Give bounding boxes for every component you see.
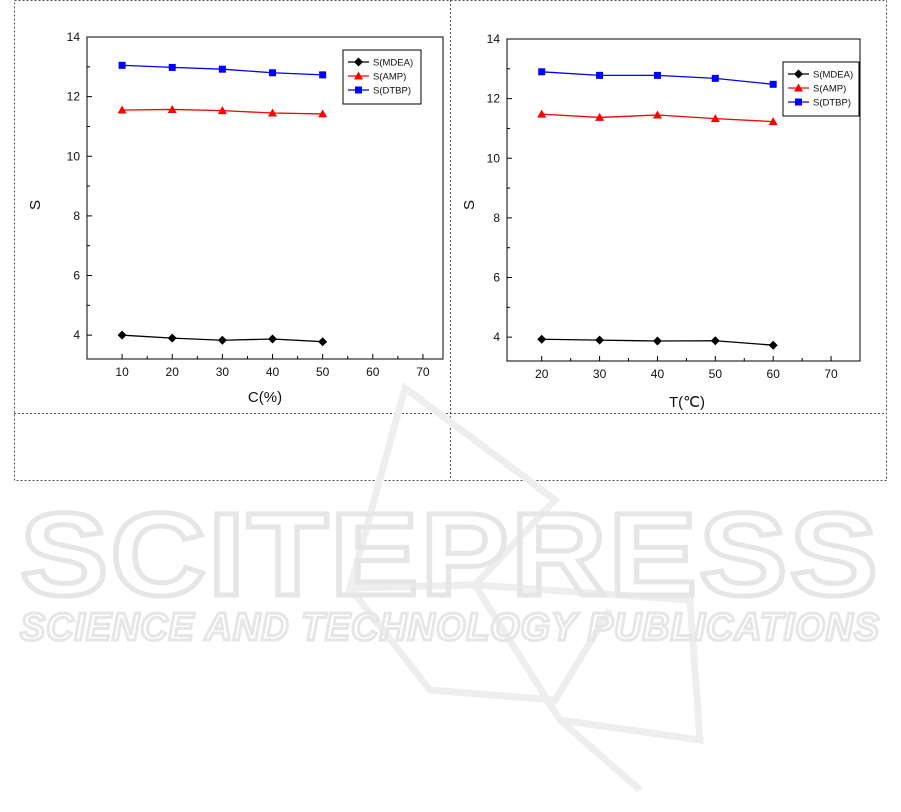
chart2-series-sdtbp-point-30	[596, 71, 604, 79]
chart1-xtick-label-10: 10	[115, 365, 129, 379]
chart1-ytick-label-6: 6	[73, 269, 80, 283]
chart1-ytick-label-10: 10	[67, 149, 81, 163]
chart1-xtick-label-50: 50	[316, 365, 330, 379]
chart2-ytick-label-8: 8	[493, 211, 500, 225]
chart1-ytick-label-12: 12	[67, 90, 81, 104]
chart2-series-smdea-point-50	[710, 336, 720, 346]
chart2-legend-samp-marker	[794, 83, 803, 92]
chart1-series-smdea-point-20	[167, 333, 177, 343]
chart1-series-smdea-point-50	[318, 337, 328, 347]
chart1-xtick-label-70: 70	[416, 365, 430, 379]
chart2-ytick-label-6: 6	[493, 271, 500, 285]
chart1-series-sdtbp-point-50	[319, 71, 327, 79]
chart2-ytick-label-4: 4	[493, 330, 500, 344]
chart1-xtick-label-60: 60	[366, 365, 380, 379]
chart2-series-samp-point-50	[710, 114, 720, 123]
chart1-series-samp-point-10	[117, 105, 127, 114]
chart2-legend-samp-label: S(AMP)	[813, 84, 846, 95]
chart2-xtick-label-70: 70	[824, 367, 838, 381]
chart2-series-smdea-point-60	[768, 340, 778, 350]
chart1-xtick-label-20: 20	[166, 365, 180, 379]
chart1-series-smdea-point-40	[268, 334, 278, 344]
chart1-legend-sdtbp-label: S(DTBP)	[373, 86, 411, 97]
chart1-ytick-label-4: 4	[73, 328, 80, 342]
chart1-legend-smdea-marker	[354, 57, 363, 67]
chart2-series-smdea-point-30	[595, 335, 605, 345]
chart1-legend-smdea-label: S(MDEA)	[373, 58, 413, 69]
chart1-series-sdtbp-point-20	[168, 63, 176, 71]
chart1-series-samp-point-50	[318, 109, 328, 118]
chart2-series-samp-point-60	[768, 117, 778, 126]
chart2-xtick-label-30: 30	[593, 367, 607, 381]
chart2-xtick-label-20: 20	[535, 367, 549, 381]
chart2-ylabel: S	[461, 200, 478, 210]
chart1-ylabel: S	[27, 200, 44, 210]
chart2-xtick-label-50: 50	[709, 367, 723, 381]
chart2-ytick-label-12: 12	[487, 92, 501, 106]
chart2-legend-sdtbp-label: S(DTBP)	[813, 98, 851, 109]
chart2-series-sdtbp-point-40	[653, 71, 661, 79]
chart1-series-samp-point-40	[268, 108, 278, 117]
chart1-xlabel: C(%)	[248, 389, 282, 406]
chart2-series-sdtbp-point-60	[769, 80, 777, 88]
chart1-xtick-label-30: 30	[216, 365, 230, 379]
chart1-xtick-label-40: 40	[266, 365, 280, 379]
chart2-legend-smdea-label: S(MDEA)	[813, 70, 853, 81]
chart2-series-smdea-point-20	[537, 334, 547, 344]
chart1-series-sdtbp-point-10	[118, 61, 126, 69]
chart1-series-smdea-point-30	[217, 335, 227, 345]
chart2-xtick-label-40: 40	[651, 367, 665, 381]
chart2-xlabel: T(℃)	[669, 394, 705, 411]
chart2-xtick-label-60: 60	[767, 367, 781, 381]
chart2-series-samp-point-30	[595, 112, 605, 121]
chart2-plot-frame	[506, 38, 861, 362]
chart1-legend-sdtbp-marker	[355, 86, 362, 94]
chart1-legend-samp-marker	[354, 71, 363, 80]
chart1-series-sdtbp-point-40	[269, 69, 277, 77]
chart2-series-sdtbp-point-20	[538, 68, 546, 76]
chart1-series-sdtbp-point-30	[218, 65, 226, 73]
chart2-ytick-label-10: 10	[487, 151, 501, 165]
chart1-series-smdea-point-10	[117, 330, 127, 340]
chart2-legend-sdtbp-marker	[795, 98, 802, 106]
chart2-series-samp-point-40	[652, 110, 662, 119]
chart-temperature: 4 6 8 10 12 14 20 30 40 50 60 70 S T(℃) S(MDEA) S(AMP) S…	[461, 32, 861, 411]
chart2-legend-smdea-marker	[794, 69, 803, 79]
chart1-ytick-label-8: 8	[73, 209, 80, 223]
chart1-series-samp-point-30	[217, 106, 227, 115]
chart1-series-samp-point-20	[167, 104, 177, 113]
chart2-series-samp-point-20	[537, 109, 547, 118]
chart2-series-sdtbp-point-50	[711, 74, 719, 82]
chart1-ytick-label-14: 14	[67, 30, 81, 44]
chart2-series-smdea-point-40	[652, 336, 662, 346]
chart1-plot-frame	[86, 36, 444, 360]
chart-concentration: 4 6 8 10 12 14 10 20 30 40 50 60 70 S C(%) S(MDEA) S(AMP…	[27, 30, 444, 406]
chart2-ytick-label-14: 14	[487, 32, 501, 46]
chart1-legend-samp-label: S(AMP)	[373, 72, 406, 83]
